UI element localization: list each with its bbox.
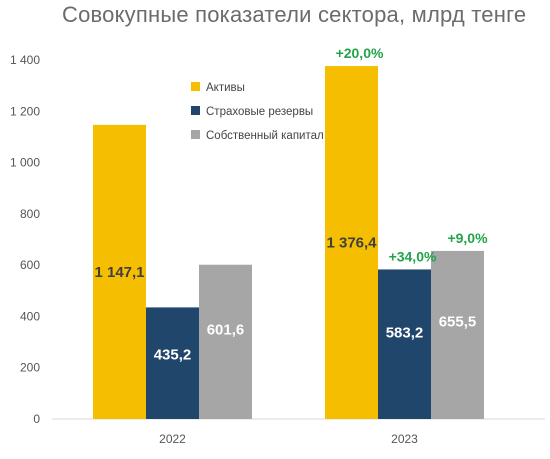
value-labels: 1 147,1 435,2 601,6 1 376,4 583,2 655,5 — [94, 235, 476, 364]
data-label: 1 147,1 — [94, 264, 144, 281]
legend-label: Собственный капитал — [206, 130, 324, 142]
y-tick-label: 800 — [20, 207, 40, 221]
legend-label: Активы — [206, 82, 245, 94]
data-label: 583,2 — [386, 324, 424, 341]
legend: Активы Страховые резервы Собственный капит… — [191, 82, 324, 142]
bar-assets-2023 — [325, 66, 378, 420]
legend-swatch — [191, 106, 200, 115]
bar-equity-2023 — [431, 250, 484, 419]
data-label: 655,5 — [439, 314, 477, 331]
growth-label: +9,0% — [447, 230, 488, 246]
y-tick-label: 600 — [20, 258, 40, 272]
y-axis: 0 200 400 600 800 1 000 1 200 1 400 — [10, 53, 40, 426]
bar-reserves-2023 — [378, 269, 431, 419]
y-tick-label: 1 400 — [10, 53, 40, 67]
y-tick-label: 400 — [20, 309, 40, 323]
bar-reserves-2022 — [146, 307, 199, 419]
x-tick-label: 2023 — [391, 432, 418, 446]
y-tick-label: 200 — [20, 361, 40, 375]
legend-swatch — [191, 130, 200, 139]
legend-swatch — [191, 82, 200, 91]
growth-label: +34,0% — [389, 248, 437, 264]
bars-group — [93, 66, 484, 420]
data-label: 601,6 — [207, 322, 245, 339]
bar-equity-2022 — [199, 264, 252, 419]
x-tick-label: 2022 — [159, 432, 186, 446]
legend-label: Страховые резервы — [206, 106, 313, 118]
data-label: 1 376,4 — [326, 235, 377, 252]
growth-label: +20,0% — [336, 45, 384, 61]
chart-title: Совокупные показатели сектора, млрд тенг… — [62, 2, 527, 27]
growth-labels: +20,0% +34,0% +9,0% — [336, 45, 489, 264]
y-tick-label: 1 200 — [10, 104, 40, 118]
data-label: 435,2 — [154, 346, 192, 363]
y-tick-label: 0 — [33, 412, 40, 426]
x-axis: 2022 2023 — [159, 432, 418, 446]
bar-assets-2022 — [93, 124, 146, 420]
y-tick-label: 1 000 — [10, 156, 40, 170]
